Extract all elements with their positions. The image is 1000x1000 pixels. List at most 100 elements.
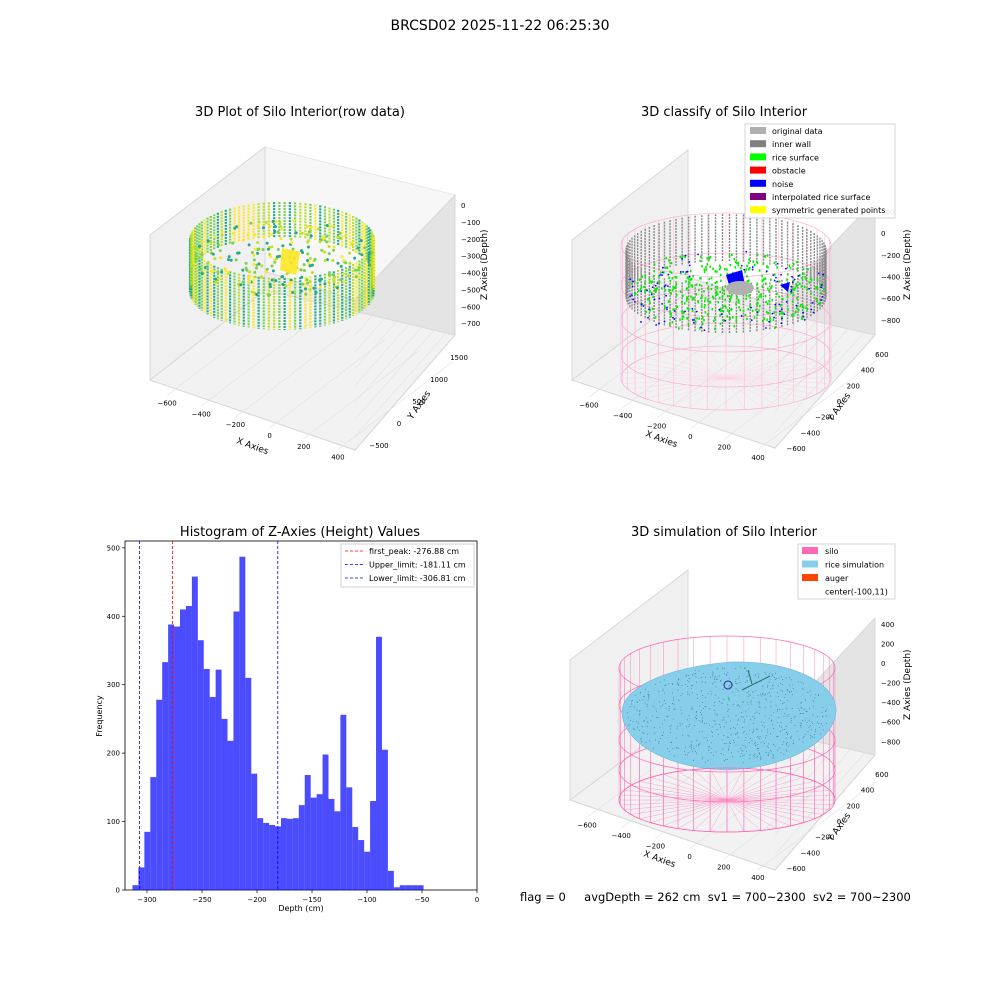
- histogram-bar: [233, 611, 240, 890]
- rice-surface-point: [691, 309, 694, 313]
- rice-surface-point: [748, 258, 751, 261]
- raw-point: [274, 279, 278, 283]
- rice-surface-point: [669, 270, 671, 273]
- rice-surface-point: [653, 263, 656, 266]
- rice-surface-point: [701, 265, 703, 268]
- rice-mesh-point: [808, 726, 810, 728]
- rice-mesh-point: [790, 722, 792, 724]
- rice-mesh-point: [761, 730, 763, 732]
- rice-mesh-point: [792, 684, 794, 686]
- rice-mesh-point: [685, 754, 686, 755]
- noise-point: [803, 319, 806, 321]
- rice-mesh-point: [675, 747, 677, 749]
- rice-mesh-point: [757, 673, 759, 675]
- noise-point: [791, 275, 793, 278]
- rice-mesh-point: [766, 745, 768, 747]
- silo-spoke: [725, 377, 763, 409]
- rice-surface-point: [792, 293, 795, 297]
- noise-point: [797, 274, 800, 277]
- rice-mesh-point: [771, 719, 772, 721]
- raw-high-patch: [280, 248, 300, 275]
- rice-mesh-point: [630, 700, 632, 702]
- rice-surface-point: [682, 311, 685, 314]
- rice-mesh-point: [815, 730, 817, 732]
- rice-surface-point: [722, 310, 725, 313]
- rice-mesh-point: [698, 670, 700, 672]
- histogram-bar: [215, 669, 222, 890]
- rice-surface-point: [774, 326, 776, 329]
- rice-surface-point: [764, 294, 767, 298]
- z-tick-label: −600: [881, 295, 900, 303]
- rice-mesh-point: [736, 723, 738, 725]
- legend-swatch: [750, 206, 766, 214]
- histogram-bar: [251, 773, 258, 890]
- rice-mesh-point: [754, 712, 756, 714]
- legend-label: Lower_limit: -306.81 cm: [369, 574, 466, 583]
- rice-mesh-point: [696, 681, 698, 683]
- raw-point: [239, 283, 243, 287]
- rice-mesh-point: [652, 705, 654, 707]
- legend-label: noise: [772, 180, 793, 189]
- legend-label: symmetric generated points: [772, 206, 885, 215]
- raw-point: [347, 268, 351, 272]
- raw-point: [322, 236, 326, 240]
- rice-mesh-point: [814, 737, 815, 738]
- rice-mesh-point: [760, 693, 762, 695]
- histogram-bar: [381, 749, 388, 890]
- rice-mesh-point: [664, 700, 666, 702]
- rice-surface: [621, 661, 837, 771]
- rice-surface-point: [728, 254, 731, 257]
- raw-point: [252, 253, 256, 257]
- rice-surface-point: [780, 311, 783, 314]
- rice-surface-point: [756, 261, 759, 265]
- rice-mesh-point: [800, 682, 802, 683]
- rice-mesh-point: [704, 761, 706, 763]
- rice-surface-point: [748, 279, 750, 282]
- noise-point: [773, 316, 775, 319]
- rice-surface-point: [700, 277, 702, 280]
- rice-mesh-point: [725, 743, 727, 745]
- raw-point: [358, 275, 362, 279]
- rice-surface-point: [669, 279, 672, 283]
- rice-mesh-point: [720, 753, 722, 754]
- rice-mesh-point: [799, 722, 801, 724]
- rice-mesh-point: [800, 723, 802, 724]
- rice-mesh-point: [719, 700, 721, 702]
- rice-mesh-point: [740, 716, 742, 718]
- rice-mesh-point: [646, 725, 648, 727]
- rice-mesh-point: [715, 676, 717, 678]
- raw-point: [304, 287, 308, 291]
- rice-surface-point: [650, 281, 653, 284]
- rice-mesh-point: [739, 706, 741, 707]
- rice-mesh-point: [670, 728, 671, 730]
- rice-mesh-point: [748, 690, 749, 692]
- rice-surface-point: [684, 255, 686, 259]
- rice-mesh-point: [765, 693, 766, 695]
- rice-mesh-point: [647, 691, 649, 693]
- rice-mesh-point: [724, 672, 726, 674]
- grid-line: [757, 781, 877, 870]
- raw-point: [200, 255, 204, 259]
- legend-swatch: [750, 166, 766, 174]
- rice-surface-point: [761, 285, 763, 288]
- x-tick-label: −600: [579, 401, 598, 409]
- rice-mesh-point: [740, 666, 742, 668]
- x-tick-label: −250: [192, 896, 211, 904]
- rice-mesh-point: [764, 742, 765, 744]
- rice-mesh-point: [703, 673, 705, 675]
- rice-mesh-point: [642, 732, 644, 734]
- raw-point: [257, 289, 261, 293]
- rice-mesh-point: [638, 722, 639, 724]
- rice-mesh-point: [653, 727, 655, 728]
- rice-surface-point: [737, 299, 740, 302]
- rice-surface-point: [815, 299, 818, 303]
- z-tick-label: −100: [461, 219, 480, 227]
- rice-mesh-point: [646, 704, 648, 705]
- raw-point: [209, 240, 213, 244]
- rice-mesh-point: [691, 692, 693, 694]
- raw-point: [273, 225, 277, 229]
- rice-surface-point: [774, 306, 777, 309]
- rice-mesh-point: [752, 697, 754, 699]
- rice-mesh-point: [662, 723, 664, 725]
- rice-mesh-point: [689, 724, 691, 726]
